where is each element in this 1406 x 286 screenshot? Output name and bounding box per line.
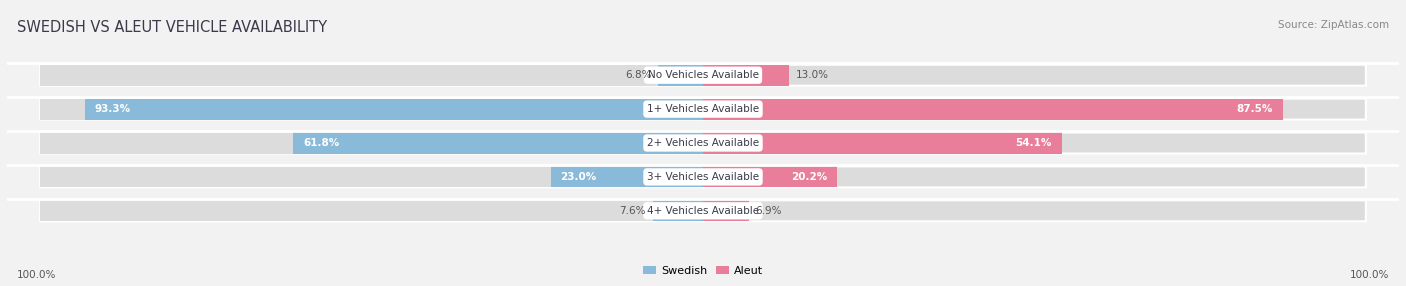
Text: 6.8%: 6.8%	[624, 70, 651, 80]
Text: 20.2%: 20.2%	[790, 172, 827, 182]
Text: 54.1%: 54.1%	[1015, 138, 1052, 148]
Bar	[703, 65, 789, 86]
FancyBboxPatch shape	[41, 65, 703, 86]
Legend: Swedish, Aleut: Swedish, Aleut	[638, 261, 768, 281]
Bar	[652, 200, 703, 221]
FancyBboxPatch shape	[41, 200, 703, 221]
Bar	[41, 200, 703, 221]
Bar	[41, 65, 703, 86]
Bar	[703, 99, 1282, 120]
Bar	[294, 132, 703, 154]
Text: 93.3%: 93.3%	[94, 104, 131, 114]
FancyBboxPatch shape	[41, 99, 703, 120]
FancyBboxPatch shape	[703, 200, 1365, 221]
Text: 1+ Vehicles Available: 1+ Vehicles Available	[647, 104, 759, 114]
Text: 3+ Vehicles Available: 3+ Vehicles Available	[647, 172, 759, 182]
Bar	[41, 166, 703, 187]
Bar	[41, 132, 703, 154]
Text: 61.8%: 61.8%	[304, 138, 340, 148]
Text: 23.0%: 23.0%	[561, 172, 596, 182]
Bar	[703, 166, 837, 187]
Bar	[551, 166, 703, 187]
FancyBboxPatch shape	[703, 65, 1365, 86]
Text: SWEDISH VS ALEUT VEHICLE AVAILABILITY: SWEDISH VS ALEUT VEHICLE AVAILABILITY	[17, 20, 328, 35]
FancyBboxPatch shape	[703, 99, 1365, 120]
Text: 13.0%: 13.0%	[796, 70, 828, 80]
Text: 6.9%: 6.9%	[755, 206, 782, 216]
Text: Source: ZipAtlas.com: Source: ZipAtlas.com	[1278, 20, 1389, 30]
FancyBboxPatch shape	[703, 132, 1365, 154]
Bar	[703, 132, 1062, 154]
Text: 7.6%: 7.6%	[620, 206, 645, 216]
Text: 100.0%: 100.0%	[1350, 270, 1389, 280]
Bar	[658, 65, 703, 86]
Text: 100.0%: 100.0%	[17, 270, 56, 280]
FancyBboxPatch shape	[41, 166, 703, 187]
Text: 4+ Vehicles Available: 4+ Vehicles Available	[647, 206, 759, 216]
FancyBboxPatch shape	[41, 132, 703, 154]
Text: 2+ Vehicles Available: 2+ Vehicles Available	[647, 138, 759, 148]
Bar	[703, 200, 749, 221]
Bar	[41, 99, 703, 120]
Bar	[84, 99, 703, 120]
Text: No Vehicles Available: No Vehicles Available	[648, 70, 758, 80]
FancyBboxPatch shape	[703, 166, 1365, 187]
Text: 87.5%: 87.5%	[1237, 104, 1272, 114]
